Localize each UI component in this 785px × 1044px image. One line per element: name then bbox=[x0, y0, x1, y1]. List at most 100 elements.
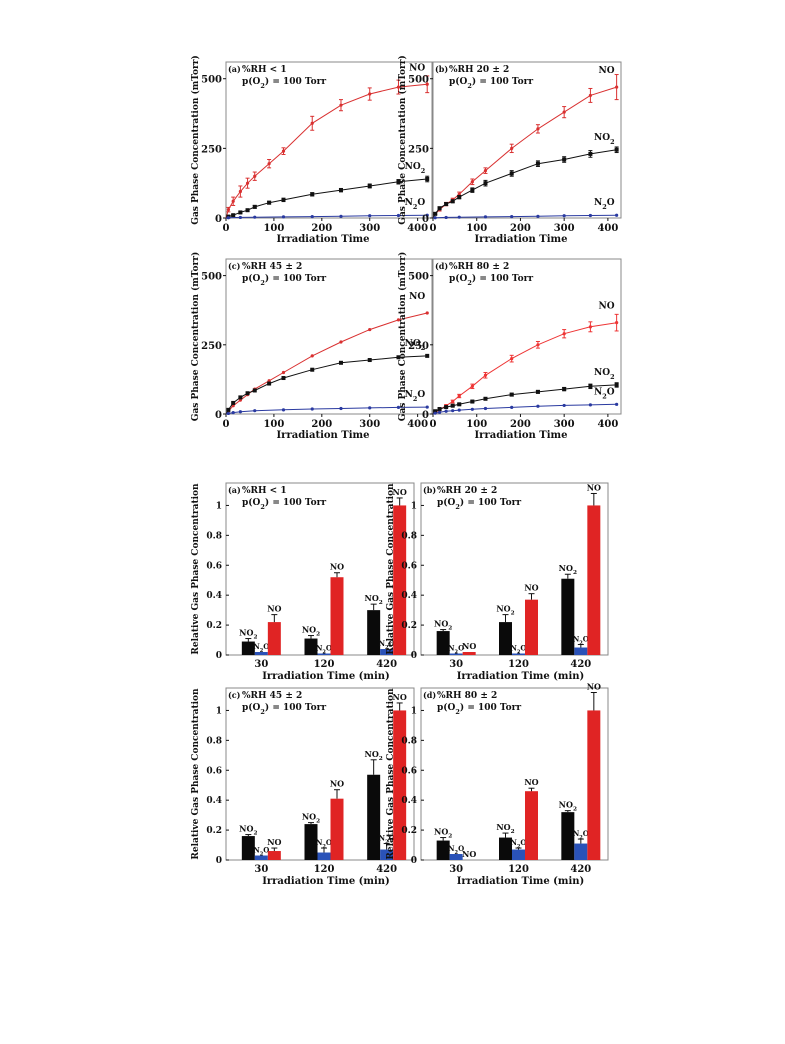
data-point bbox=[310, 354, 314, 358]
data-point bbox=[536, 214, 540, 218]
x-tick-label: 30 bbox=[254, 864, 268, 875]
bar-label: N2O bbox=[573, 829, 589, 841]
bar bbox=[436, 840, 450, 860]
condition-po2: p(O2) = 100 Torr bbox=[449, 273, 533, 287]
bar bbox=[254, 855, 268, 860]
line-chart-panel: (c) %RH 45 ± 2p(O2) = 100 Torr 0 250 500 0 100… bbox=[190, 252, 433, 441]
condition-po2: p(O2) = 100 Torr bbox=[242, 76, 326, 90]
x-tick-label: 0 bbox=[430, 223, 437, 234]
y-tick-label: 1 bbox=[216, 706, 222, 716]
condition-rh: %RH 45 ± 2 bbox=[242, 262, 302, 272]
data-point bbox=[536, 343, 540, 347]
condition-rh: %RH < 1 bbox=[242, 65, 287, 75]
data-point bbox=[615, 213, 619, 217]
y-tick-label: 0.6 bbox=[206, 561, 222, 571]
data-point bbox=[437, 407, 442, 412]
y-tick-label: 0.8 bbox=[401, 736, 417, 746]
data-point bbox=[425, 213, 429, 217]
x-tick-label: 120 bbox=[314, 864, 335, 875]
data-point bbox=[253, 215, 257, 219]
bar bbox=[241, 836, 255, 860]
panel-label: (d) bbox=[423, 690, 436, 700]
data-point bbox=[310, 367, 315, 372]
data-point bbox=[562, 403, 566, 408]
data-point bbox=[457, 408, 461, 412]
bar-label: N2O bbox=[379, 639, 395, 651]
y-tick-label: 500 bbox=[408, 272, 429, 283]
plot-frame bbox=[225, 61, 433, 219]
data-point bbox=[339, 340, 343, 344]
data-point bbox=[339, 103, 343, 107]
panel-label: (c) bbox=[228, 261, 241, 271]
x-tick-label: 120 bbox=[508, 864, 529, 875]
bar-label: N2O bbox=[510, 644, 526, 656]
bar-label: N2O bbox=[448, 644, 464, 656]
data-point bbox=[562, 387, 567, 392]
x-axis-label: Irradiation Time bbox=[277, 234, 370, 245]
data-point bbox=[367, 358, 372, 363]
data-point bbox=[470, 188, 475, 193]
data-point bbox=[588, 325, 592, 329]
data-point bbox=[536, 404, 540, 408]
x-tick-label: 420 bbox=[376, 659, 397, 670]
data-point bbox=[425, 177, 430, 181]
bar-label: NO bbox=[587, 482, 601, 492]
series-label: NO bbox=[599, 66, 615, 76]
panel-label: (c) bbox=[228, 690, 241, 700]
data-point bbox=[368, 92, 372, 96]
data-point bbox=[615, 85, 619, 89]
panel-label: (d) bbox=[435, 261, 448, 271]
bar bbox=[317, 852, 331, 860]
bar-chart-panel: (c) %RH 45 ± 2p(O2) = 100 Torr 0 0.2 0.4 0.6 0… bbox=[191, 687, 415, 887]
data-point bbox=[267, 200, 272, 205]
data-point bbox=[368, 327, 372, 332]
data-point bbox=[338, 360, 343, 365]
data-point bbox=[253, 174, 257, 178]
x-tick-label: 0 bbox=[223, 419, 230, 430]
bar-label: N2O bbox=[253, 642, 269, 654]
data-point bbox=[535, 389, 540, 394]
condition-po2: p(O2) = 100 Torr bbox=[437, 497, 521, 511]
series-label: NO bbox=[409, 292, 425, 302]
bar bbox=[587, 505, 601, 655]
x-axis-label: Irradiation Time bbox=[277, 430, 370, 441]
plot-frame bbox=[225, 258, 433, 415]
y-tick-label: 1 bbox=[411, 706, 417, 716]
plot-frame bbox=[432, 61, 622, 219]
y-axis-label: Gas Phase Concentration (mTorr) bbox=[190, 55, 201, 224]
data-point bbox=[450, 199, 455, 204]
data-point bbox=[226, 411, 230, 416]
data-point bbox=[588, 384, 593, 389]
bar bbox=[267, 622, 281, 655]
bar-label: NO2 bbox=[239, 628, 257, 641]
x-tick-label: 300 bbox=[554, 223, 575, 234]
data-point bbox=[252, 388, 257, 393]
bar-label: N2O bbox=[316, 838, 332, 850]
x-tick-label: 400 bbox=[597, 223, 618, 234]
data-point bbox=[433, 216, 437, 220]
x-tick-label: 30 bbox=[449, 659, 463, 670]
bar bbox=[561, 812, 575, 860]
y-tick-label: 0 bbox=[422, 214, 429, 225]
y-tick-label: 1 bbox=[216, 501, 222, 511]
bar bbox=[449, 653, 463, 655]
data-point bbox=[444, 409, 448, 413]
bar bbox=[525, 791, 538, 860]
y-axis-label: Relative Gas Phase Concentration bbox=[191, 483, 201, 655]
y-tick-label: 0.2 bbox=[401, 826, 417, 836]
data-point bbox=[425, 82, 429, 86]
y-axis-label: Gas Phase Concentration (mTorr) bbox=[190, 252, 201, 421]
bar-label: NO2 bbox=[559, 800, 577, 813]
bar bbox=[304, 638, 318, 655]
data-point bbox=[614, 382, 619, 387]
y-tick-label: 1 bbox=[411, 501, 417, 511]
bar-label: NO bbox=[330, 562, 344, 572]
data-point bbox=[339, 214, 343, 218]
condition-po2: p(O2) = 100 Torr bbox=[242, 702, 326, 716]
bar bbox=[393, 710, 407, 860]
y-tick-label: 250 bbox=[201, 144, 222, 155]
data-point bbox=[588, 151, 593, 156]
y-tick-label: 0 bbox=[215, 214, 222, 225]
data-point bbox=[368, 406, 372, 410]
data-point bbox=[562, 157, 567, 162]
